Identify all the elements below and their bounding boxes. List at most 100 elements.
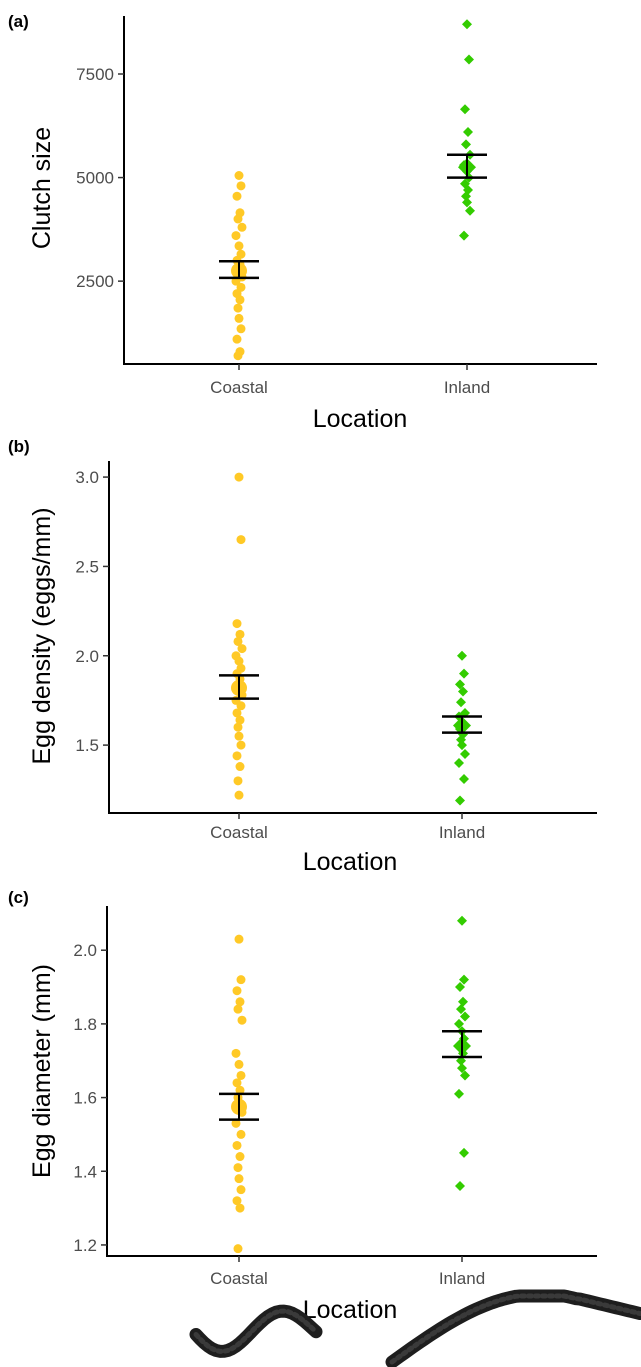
data-point <box>235 997 245 1007</box>
data-point <box>464 54 474 65</box>
x-tick-label: Coastal <box>210 378 268 397</box>
data-point <box>459 1147 469 1158</box>
coastal-egg-strand <box>189 1304 323 1358</box>
egg-strand-photos <box>189 1289 641 1367</box>
data-point <box>455 795 465 806</box>
data-point <box>465 205 475 216</box>
data-point <box>457 915 467 926</box>
y-tick-label: 1.2 <box>73 1236 97 1255</box>
x-tick-label: Coastal <box>210 1269 268 1288</box>
panel-c-x-axis-label: Location <box>303 1296 398 1324</box>
panel-b-y-axis-label: Egg density (eggs/mm) <box>28 507 56 764</box>
y-tick-label: 7500 <box>76 65 114 84</box>
panel-a-y-axis-label: Clutch size <box>28 127 56 249</box>
panel-b-x-axis-label: Location <box>303 848 398 876</box>
data-point <box>232 334 242 344</box>
data-point <box>234 1174 244 1184</box>
data-point <box>235 1203 245 1213</box>
data-point <box>458 686 468 697</box>
data-point <box>460 1011 470 1022</box>
data-point <box>455 1181 465 1191</box>
y-tick-label: 1.6 <box>73 1089 97 1108</box>
data-point <box>234 656 244 666</box>
data-point <box>462 197 472 208</box>
data-point <box>460 104 470 115</box>
x-tick-label: Inland <box>439 1269 485 1288</box>
data-point <box>236 975 246 985</box>
data-point <box>459 774 469 785</box>
data-point <box>234 472 244 482</box>
data-point <box>459 230 469 241</box>
data-point <box>236 181 246 191</box>
y-tick-label: 2500 <box>76 272 114 291</box>
data-point <box>231 1118 241 1128</box>
data-point <box>236 535 246 545</box>
data-point <box>455 679 465 690</box>
data-point <box>460 1070 470 1081</box>
data-point <box>234 313 244 323</box>
y-tick-label: 1.4 <box>73 1162 97 1181</box>
data-point <box>237 1015 247 1025</box>
data-point <box>457 740 467 751</box>
inland-egg-strand <box>385 1289 641 1367</box>
data-point <box>233 303 243 313</box>
data-point <box>232 1196 242 1206</box>
x-tick-label: Inland <box>439 823 485 842</box>
panel-a: (a) Clutch size Location 2500 5000 7500 Coa… <box>8 12 597 433</box>
data-point <box>459 668 469 679</box>
data-point <box>461 139 471 150</box>
data-point <box>233 722 243 732</box>
data-point <box>232 751 242 761</box>
y-tick-label: 5000 <box>76 169 114 188</box>
data-point <box>459 974 469 985</box>
data-point <box>454 757 464 768</box>
data-point <box>235 715 245 725</box>
data-point <box>237 222 247 232</box>
data-point <box>232 986 242 996</box>
y-tick-label: 1.5 <box>75 736 99 755</box>
y-tick-label: 3.0 <box>75 468 99 487</box>
data-point <box>233 776 243 786</box>
data-point <box>234 934 244 944</box>
data-point <box>458 996 468 1007</box>
data-point <box>234 171 244 180</box>
data-point <box>231 1048 241 1058</box>
data-point <box>233 1244 243 1254</box>
data-point <box>233 1004 243 1014</box>
panel-a-x-axis-label: Location <box>313 405 408 433</box>
y-tick-label: 2.0 <box>73 941 97 960</box>
data-point <box>233 214 243 224</box>
data-point <box>454 1088 464 1099</box>
data-point <box>235 762 245 772</box>
data-point <box>456 697 466 708</box>
egg-strand-eggs <box>193 1308 319 1354</box>
x-tick-label: Coastal <box>210 823 268 842</box>
data-point <box>235 629 245 639</box>
data-point <box>454 1018 464 1029</box>
egg-strand-eggs <box>389 1293 641 1365</box>
data-point <box>236 324 246 334</box>
data-point <box>233 636 243 646</box>
data-point <box>232 1078 242 1088</box>
panel-b-label: (b) <box>8 437 30 456</box>
data-point <box>234 731 244 741</box>
data-point <box>236 1185 246 1195</box>
data-point <box>236 701 246 711</box>
panel-c: (c) Egg diameter (mm) Location 1.2 1.4 1.6… <box>8 888 597 1324</box>
data-point <box>236 740 246 750</box>
data-point <box>232 1140 242 1150</box>
data-point <box>235 295 245 305</box>
data-point <box>232 708 242 718</box>
data-point <box>235 1152 245 1162</box>
y-tick-label: 2.0 <box>75 647 99 666</box>
data-point <box>231 231 241 241</box>
data-point <box>455 982 465 993</box>
y-tick-label: 1.8 <box>73 1015 97 1034</box>
data-point <box>456 1004 466 1015</box>
data-point <box>457 650 467 661</box>
panel-a-label: (a) <box>8 12 29 31</box>
x-tick-label: Inland <box>444 378 490 397</box>
data-point <box>232 619 242 629</box>
y-tick-label: 2.5 <box>75 557 99 576</box>
